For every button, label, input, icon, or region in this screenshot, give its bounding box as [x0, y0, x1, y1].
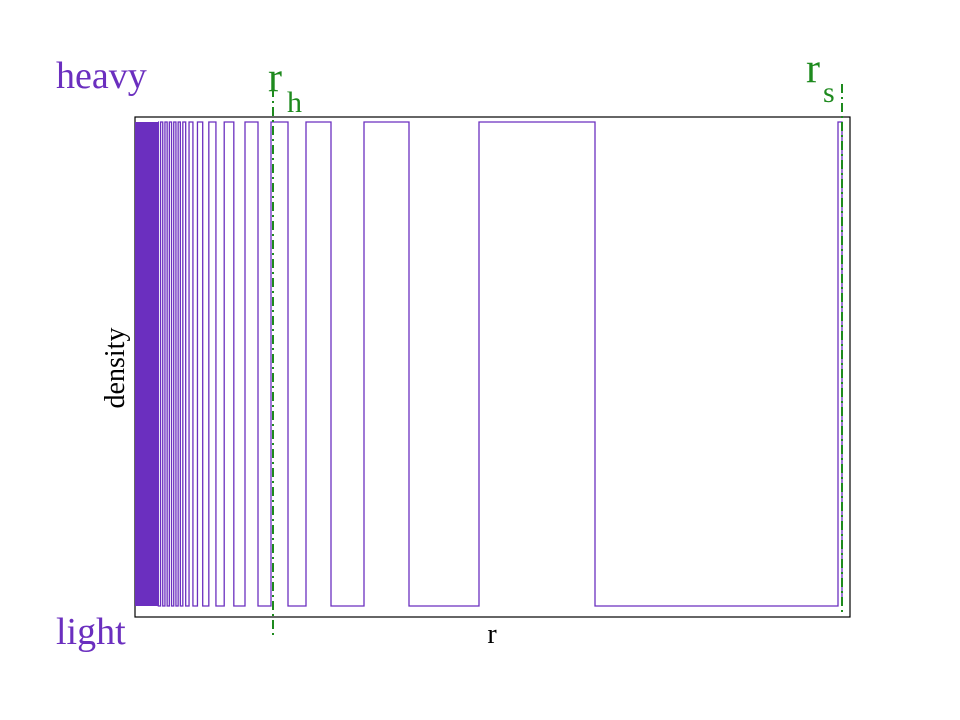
light-label: light [56, 611, 126, 653]
frame [134, 116, 851, 618]
x-axis-label: r [487, 619, 497, 650]
r-s-sub: s [823, 76, 835, 109]
heavy-label: heavy [56, 55, 147, 97]
density-wave [135, 121, 843, 607]
y-axis-label: density [100, 328, 131, 409]
dense-region [135, 122, 158, 606]
r-h-main: r [268, 55, 282, 101]
r-h-sub: h [287, 86, 302, 119]
r-s-main: r [806, 46, 820, 92]
wave-path [157, 121, 843, 607]
